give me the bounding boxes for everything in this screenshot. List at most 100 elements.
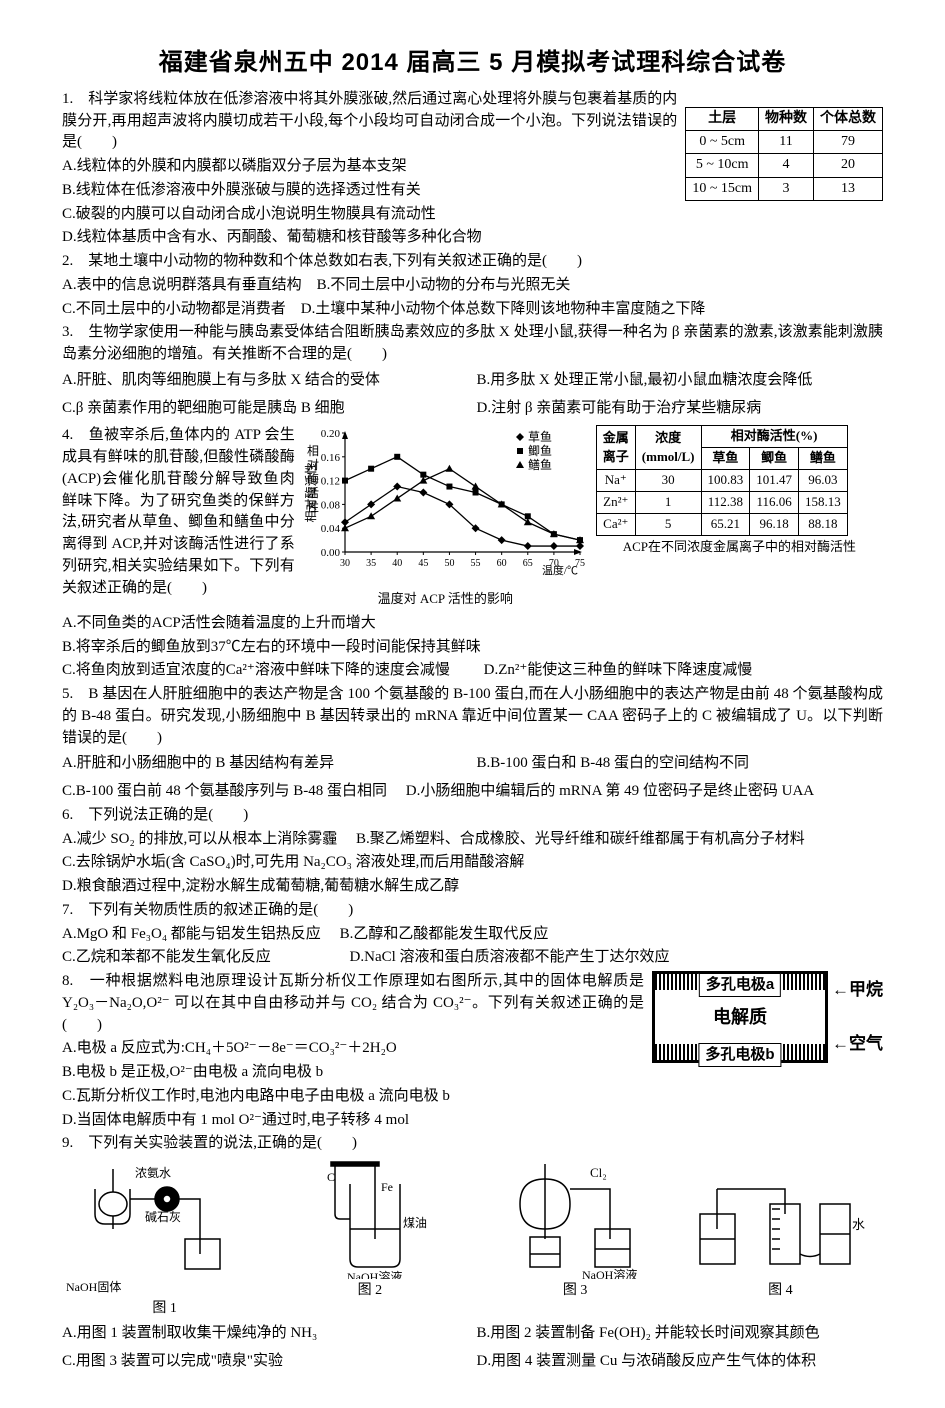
svg-text:35: 35 <box>366 558 376 569</box>
svg-text:对: 对 <box>307 458 319 472</box>
svg-text:0.08: 0.08 <box>321 500 341 512</box>
td: 20 <box>814 154 883 177</box>
q7-C: C.乙烷和苯都不能发生氧化反应 <box>62 949 271 965</box>
fig-4-label: 图 4 <box>678 1281 883 1301</box>
svg-text:NaOH溶液: NaOH溶液 <box>347 1269 402 1279</box>
svg-text:40: 40 <box>392 558 402 569</box>
svg-text:55: 55 <box>470 558 480 569</box>
q6-stem: 6. 下列说法正确的是( ) <box>62 805 883 827</box>
q8-C: C.瓦斯分析仪工作时,电池内电路中电子由电极 a 流向电极 b <box>62 1086 883 1108</box>
acp-activity-chart: 0.000.040.080.120.160.203035404550556065… <box>303 425 588 580</box>
chart-caption: 温度对 ACP 活性的影响 <box>303 590 588 609</box>
svg-text:酶: 酶 <box>307 471 319 486</box>
th: 相对酶活性(%) <box>701 426 847 448</box>
q7-D: D.NaCl 溶液和蛋白质溶液都不能产生丁达尔效应 <box>350 949 670 965</box>
svg-text:温度/℃: 温度/℃ <box>542 563 578 577</box>
svg-text:草鱼: 草鱼 <box>528 430 552 444</box>
q8-D: D.当固体电解质中有 1 mol O²⁻通过时,电子转移 4 mol <box>62 1110 883 1132</box>
electrode-b-label: 多孔电极b <box>698 1043 781 1067</box>
td: 13 <box>814 177 883 200</box>
q5-B: B.B-100 蛋白和 B-48 蛋白的空间结构不同 <box>477 753 884 775</box>
td: 1 <box>635 491 701 513</box>
q6-A: A.减少 SO₂ 的排放,可以从根本上消除雾霾 <box>62 831 337 847</box>
electrode-a-label: 多孔电极a <box>699 973 781 997</box>
q3-stem: 3. 生物学家使用一种能与胰岛素受体结合阻断胰岛素效应的多肽 X 处理小鼠,获得… <box>62 322 883 366</box>
td: 10 ~ 15cm <box>686 177 759 200</box>
svg-text:相: 相 <box>307 444 319 458</box>
svg-text:鲫鱼: 鲫鱼 <box>528 444 552 458</box>
th: 鲫鱼 <box>750 448 799 470</box>
svg-text:0.04: 0.04 <box>321 523 341 535</box>
svg-text:煤油: 煤油 <box>403 1216 427 1230</box>
q3-B: B.用多肽 X 处理正常小鼠,最初小鼠血糖浓度会降低 <box>477 370 884 392</box>
td: 112.38 <box>701 491 750 513</box>
ion-table: 金属离子 浓度(mmol/L) 相对酶活性(%) 草鱼 鲫鱼 鳝鱼 Na⁺ 30… <box>596 425 848 535</box>
td: 5 <box>635 513 701 535</box>
svg-text:0.20: 0.20 <box>321 428 341 440</box>
th: 鳝鱼 <box>799 448 848 470</box>
svg-text:0.00: 0.00 <box>321 547 341 559</box>
td: 158.13 <box>799 491 848 513</box>
q6-D: D.粮食酿酒过程中,淀粉水解生成葡萄糖,葡萄糖水解生成乙醇 <box>62 876 883 898</box>
th: 草鱼 <box>701 448 750 470</box>
svg-text:NaOH溶液: NaOH溶液 <box>582 1267 637 1279</box>
diagram-1: 浓氨水 碱石灰 NaOH固体 图 1 <box>62 1159 267 1319</box>
q5-stem: 5. B 基因在人肝脏细胞中的表达产物是含 100 个氨基酸的 B-100 蛋白… <box>62 684 883 749</box>
methane-label: 甲烷 <box>849 980 883 999</box>
th: 个体总数 <box>814 107 883 130</box>
q7-stem: 7. 下列有关物质性质的叙述正确的是( ) <box>62 900 883 922</box>
diagram-1-naoh: NaOH固体 <box>66 1279 267 1296</box>
svg-text:50: 50 <box>444 558 454 569</box>
q3-C: C.β 亲菌素作用的靶细胞可能是胰岛 B 细胞 <box>62 398 469 420</box>
td: 0 ~ 5cm <box>686 131 759 154</box>
td: 4 <box>759 154 814 177</box>
td: 88.18 <box>799 513 848 535</box>
td: 11 <box>759 131 814 154</box>
td: 30 <box>635 469 701 491</box>
q3-D: D.注射 β 亲菌素可能有助于治疗某些糖尿病 <box>477 398 884 420</box>
q9-D: D.用图 4 装置测量 Cu 与浓硝酸反应产生气体的体积 <box>477 1351 884 1373</box>
q9-A: A.用图 1 装置制取收集干燥纯净的 NH₃ <box>62 1323 469 1345</box>
electrolyte-label: 电解质 <box>655 990 825 1044</box>
td: 5 ~ 10cm <box>686 154 759 177</box>
th: 物种数 <box>759 107 814 130</box>
q4-A: A.不同鱼类的ACP活性会随着温度的上升而增大 <box>62 613 883 635</box>
td: 96.03 <box>799 469 848 491</box>
q5-D: D.小肠细胞中编辑后的 mRNA 第 49 位密码子是终止密码 UAA <box>406 783 814 799</box>
td: 96.18 <box>750 513 799 535</box>
q4-C: C.将鱼肉放到适宜浓度的Ca²⁺溶液中鲜味下降的速度会减慢 <box>62 662 450 678</box>
apparatus-row: 浓氨水 碱石灰 NaOH固体 图 1 C Fe 煤油 NaOH溶液 图 2 <box>62 1159 883 1319</box>
q5-A: A.肝脏和小肠细胞中的 B 基因结构有差异 <box>62 753 469 775</box>
td: 79 <box>814 131 883 154</box>
svg-text:Fe: Fe <box>381 1180 393 1194</box>
q7-AB: A.MgO 和 Fe₃O₄ 都能与铝发生铝热反应 B.乙醇和乙酸都能发生取代反应 <box>62 924 883 946</box>
arrow-methane: ←甲烷 <box>832 978 883 1003</box>
svg-text:碱石灰: 碱石灰 <box>145 1210 181 1224</box>
q9-C: C.用图 3 装置可以完成"喷泉"实验 <box>62 1351 469 1373</box>
q6-B: B.聚乙烯塑料、合成橡胶、光导纤维和碳纤维都属于有机高分子材料 <box>356 831 805 847</box>
diagram-3: Cl₂ NaOH溶液 图 3 <box>473 1159 678 1319</box>
q6-AB: A.减少 SO₂ 的排放,可以从根本上消除雾霾 B.聚乙烯塑料、合成橡胶、光导纤… <box>62 829 883 851</box>
td: 3 <box>759 177 814 200</box>
air-label: 空气 <box>849 1034 883 1053</box>
td: Na⁺ <box>596 469 635 491</box>
td: 116.06 <box>750 491 799 513</box>
q3-A: A.肝脏、肌肉等细胞膜上有与多肽 X 结合的受体 <box>62 370 469 392</box>
td: 100.83 <box>701 469 750 491</box>
td: Ca²⁺ <box>596 513 635 535</box>
svg-text:鳝鱼: 鳝鱼 <box>528 457 552 472</box>
arrow-air: ←空气 <box>832 1032 883 1057</box>
q2-stem: 2. 某地土壤中小动物的物种数和个体总数如右表,下列有关叙述正确的是( ) <box>62 251 883 273</box>
diagram-2: C Fe 煤油 NaOH溶液 图 2 <box>267 1159 472 1319</box>
soil-table: 土层 物种数 个体总数 0 ~ 5cm 11 79 5 ~ 10cm 4 20 … <box>685 107 883 201</box>
q1-C: C.破裂的内膜可以自动闭合成小泡说明生物膜具有流动性 <box>62 204 883 226</box>
svg-text:45: 45 <box>418 558 428 569</box>
q4-D: D.Zn²⁺能使这三种鱼的鲜味下降速度减慢 <box>484 662 753 678</box>
th: 土层 <box>686 107 759 130</box>
svg-text:C: C <box>327 1170 335 1184</box>
fig-1-label: 图 1 <box>62 1299 267 1319</box>
q6-C: C.去除锅炉水垢(含 CaSO₄)时,可先用 Na₂CO₃ 溶液处理,而后用醋酸… <box>62 852 883 874</box>
svg-text:性: 性 <box>307 500 319 514</box>
q4-B: B.将宰杀后的鲫鱼放到37℃左右的环境中一段时间能保持其鲜味 <box>62 637 883 659</box>
q9-B: B.用图 2 装置制备 Fe(OH)₂ 并能较长时间观察其颜色 <box>477 1323 884 1345</box>
